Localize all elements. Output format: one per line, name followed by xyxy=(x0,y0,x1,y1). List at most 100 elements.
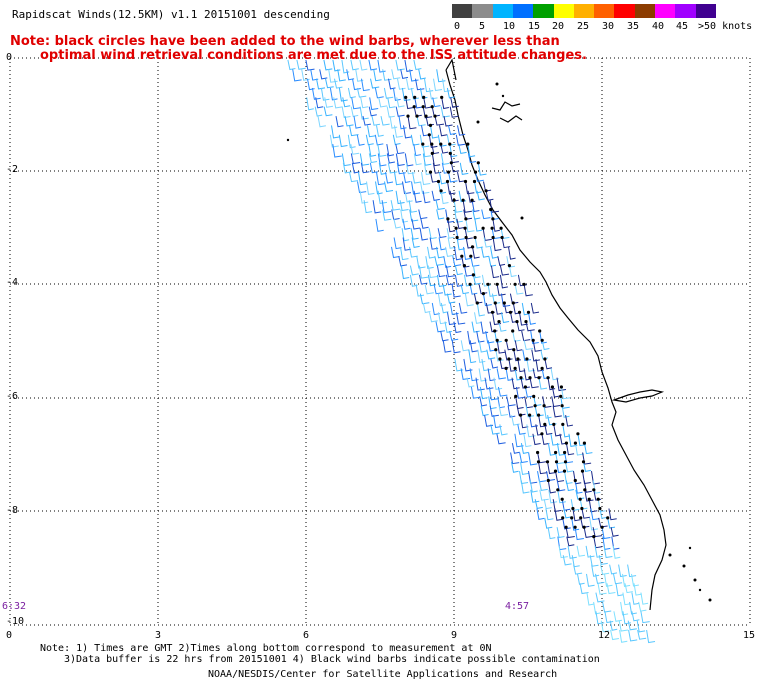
wind-barb xyxy=(329,87,338,101)
wind-barb xyxy=(375,181,383,195)
scale-tick-10: 10 xyxy=(503,21,516,32)
wind-barb xyxy=(460,368,471,380)
wind-barb xyxy=(359,190,369,204)
wind-barb xyxy=(550,368,559,381)
wind-barb xyxy=(487,284,498,297)
wind-barb xyxy=(391,69,401,80)
wind-barb xyxy=(433,284,443,295)
wind-barb xyxy=(498,321,507,332)
wind-barb xyxy=(449,190,459,202)
color-scale-segment xyxy=(594,4,615,18)
wind-barb xyxy=(287,59,296,71)
wind-barb xyxy=(400,246,409,261)
wind-barb xyxy=(467,330,477,345)
wind-barb xyxy=(342,97,351,108)
contamination-circle xyxy=(466,142,470,146)
wind-barb xyxy=(377,144,387,157)
contamination-circle xyxy=(559,385,564,389)
contamination-circle xyxy=(560,404,564,408)
wind-barb xyxy=(494,330,502,343)
contamination-circle xyxy=(504,338,508,342)
contamination-circle xyxy=(507,264,511,268)
contamination-circle xyxy=(533,404,537,408)
contamination-circle xyxy=(491,235,495,240)
wind-barb xyxy=(431,106,440,117)
contamination-circle xyxy=(560,497,564,501)
wind-barb xyxy=(425,256,434,269)
contamination-circle xyxy=(513,282,517,286)
contamination-circle xyxy=(524,320,528,324)
wind-barb xyxy=(394,125,403,138)
wind-barb xyxy=(319,69,328,80)
contamination-circle xyxy=(564,525,568,529)
contamination-circle xyxy=(553,469,558,473)
wind-barb xyxy=(454,265,463,276)
wind-barb xyxy=(492,237,502,252)
wind-barb xyxy=(447,218,456,233)
contamination-circle xyxy=(561,422,565,426)
wind-barb xyxy=(404,59,413,72)
wind-barb xyxy=(460,284,469,295)
wind-barb xyxy=(366,181,375,195)
wind-barb xyxy=(461,256,470,268)
wind-barb xyxy=(397,78,406,90)
wind-barb xyxy=(394,172,403,186)
contamination-circle xyxy=(497,320,501,324)
wind-barb xyxy=(599,508,608,519)
wind-barb xyxy=(332,144,342,158)
wind-barb xyxy=(440,190,449,205)
wind-barb xyxy=(511,377,520,390)
wind-barb xyxy=(435,321,445,333)
contamination-circle xyxy=(495,282,499,286)
color-scale-segment xyxy=(573,4,595,18)
wind-barb xyxy=(568,433,578,447)
wind-barb xyxy=(453,321,462,334)
wind-barb xyxy=(395,59,405,71)
wind-barb xyxy=(479,396,488,407)
wind-barb xyxy=(607,517,616,529)
wind-barb xyxy=(488,256,497,267)
wind-barb xyxy=(452,256,462,267)
wind-barb xyxy=(528,452,538,466)
wind-barb xyxy=(419,87,428,99)
wind-barb xyxy=(592,480,601,494)
wind-barb xyxy=(493,377,503,390)
wind-barb xyxy=(428,134,438,148)
time-label-east: 4:57 xyxy=(505,601,530,612)
wind-barb xyxy=(419,228,429,241)
wind-barb xyxy=(595,592,605,603)
wind-barb xyxy=(586,573,595,587)
wind-barb xyxy=(490,424,500,435)
wind-barb xyxy=(531,349,540,362)
wind-barb xyxy=(440,330,449,342)
wind-barb xyxy=(365,134,374,146)
wind-barb xyxy=(430,172,439,183)
wind-barb xyxy=(424,78,434,93)
wind-barb xyxy=(434,256,444,266)
coastline xyxy=(445,58,667,611)
wind-barb xyxy=(562,555,572,566)
wind-barb xyxy=(437,134,447,147)
wind-barb xyxy=(422,144,431,158)
wind-barb xyxy=(341,106,351,119)
time-label-west: 6:32 xyxy=(2,601,27,612)
wind-barb xyxy=(351,97,361,110)
contamination-circle xyxy=(445,179,450,184)
wind-barb xyxy=(637,629,647,640)
wind-barb xyxy=(618,620,629,632)
y-tick-minus-10: -10 xyxy=(6,616,25,627)
wind-barb xyxy=(420,181,430,194)
wind-barb xyxy=(544,358,553,370)
wind-barb xyxy=(347,134,356,149)
wind-barb xyxy=(609,564,618,575)
contamination-circle xyxy=(514,394,518,398)
contamination-circle xyxy=(490,310,495,314)
wind-barb xyxy=(403,172,411,184)
wind-barb xyxy=(585,545,595,558)
contamination-circle xyxy=(579,516,583,520)
wind-barb xyxy=(467,190,476,203)
contamination-circle xyxy=(606,516,610,520)
wind-barb xyxy=(323,59,333,71)
wind-barb xyxy=(595,573,605,584)
wind-barb xyxy=(551,386,560,398)
